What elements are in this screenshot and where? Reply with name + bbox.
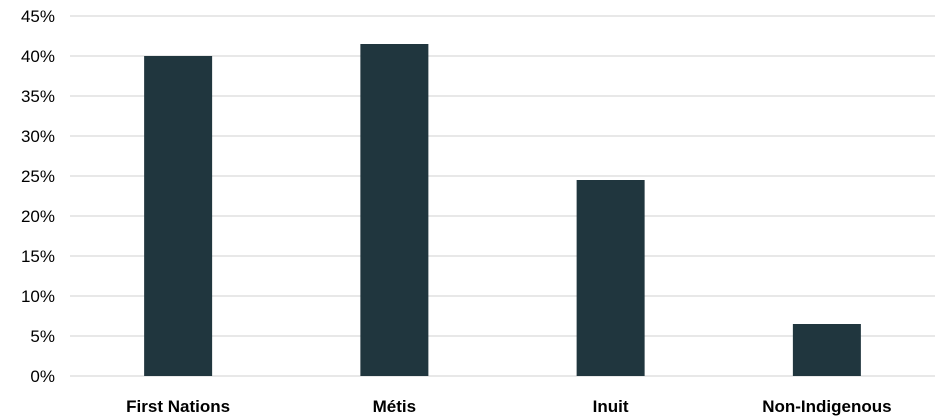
bar bbox=[144, 56, 213, 376]
y-tick-label: 45% bbox=[21, 7, 55, 26]
x-axis-categories: First Nations Métis Inuit Non-Indigenous bbox=[126, 397, 891, 416]
y-tick-label: 40% bbox=[21, 47, 55, 66]
x-category-label: Métis bbox=[373, 397, 416, 416]
y-tick-label: 5% bbox=[30, 327, 55, 346]
y-tick-label: 15% bbox=[21, 247, 55, 266]
y-tick-label: 25% bbox=[21, 167, 55, 186]
bar bbox=[360, 44, 429, 376]
y-tick-label: 0% bbox=[30, 367, 55, 386]
x-category-label: First Nations bbox=[126, 397, 230, 416]
bar bbox=[576, 180, 645, 376]
y-tick-label: 30% bbox=[21, 127, 55, 146]
y-tick-label: 10% bbox=[21, 287, 55, 306]
y-axis-ticks: 0% 5% 10% 15% 20% 25% 30% 35% 40% 45% bbox=[21, 7, 55, 386]
y-tick-label: 35% bbox=[21, 87, 55, 106]
gridlines bbox=[70, 15, 935, 377]
x-category-label: Inuit bbox=[593, 397, 629, 416]
x-category-label: Non-Indigenous bbox=[762, 397, 891, 416]
bar bbox=[792, 324, 861, 376]
y-tick-label: 20% bbox=[21, 207, 55, 226]
bars bbox=[144, 44, 861, 376]
